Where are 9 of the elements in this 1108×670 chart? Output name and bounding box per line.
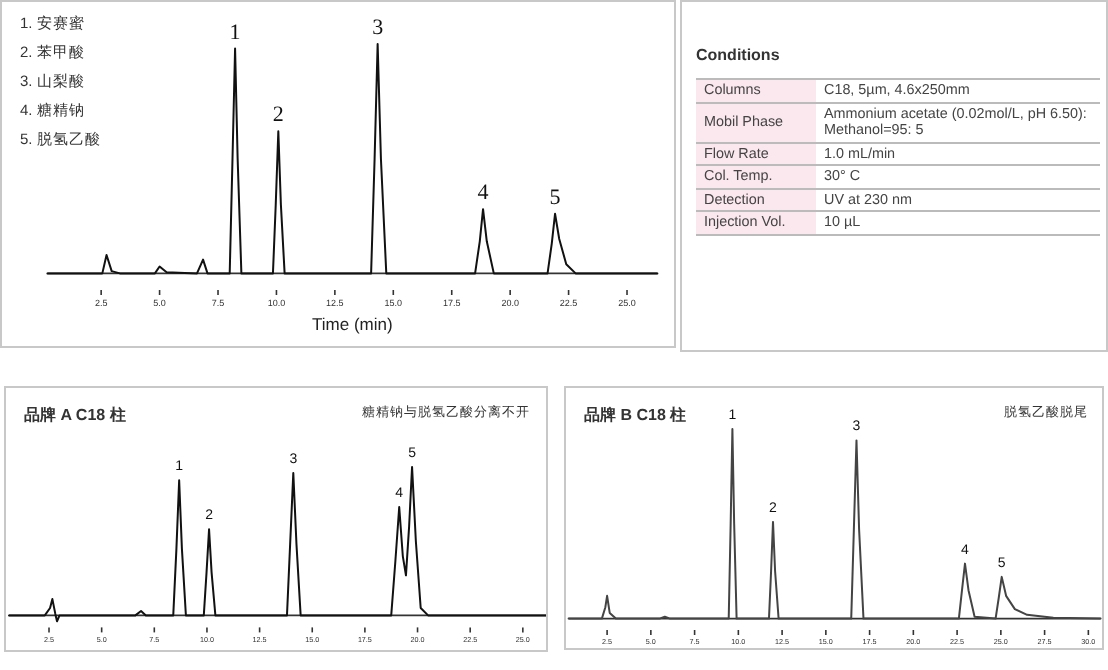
chart-title: 品牌 A C18 柱 [24,406,126,424]
annotation: 4 [477,181,490,206]
annotation: 2 [272,103,284,128]
annotation: 3 [372,16,385,40]
chart-title: 品牌 B C18 柱 [584,406,687,424]
text: Conditions [696,46,780,64]
annotation: 5 [549,185,562,210]
annotation: 1 [229,20,241,45]
x-axis-title: Time (min) [312,314,394,334]
